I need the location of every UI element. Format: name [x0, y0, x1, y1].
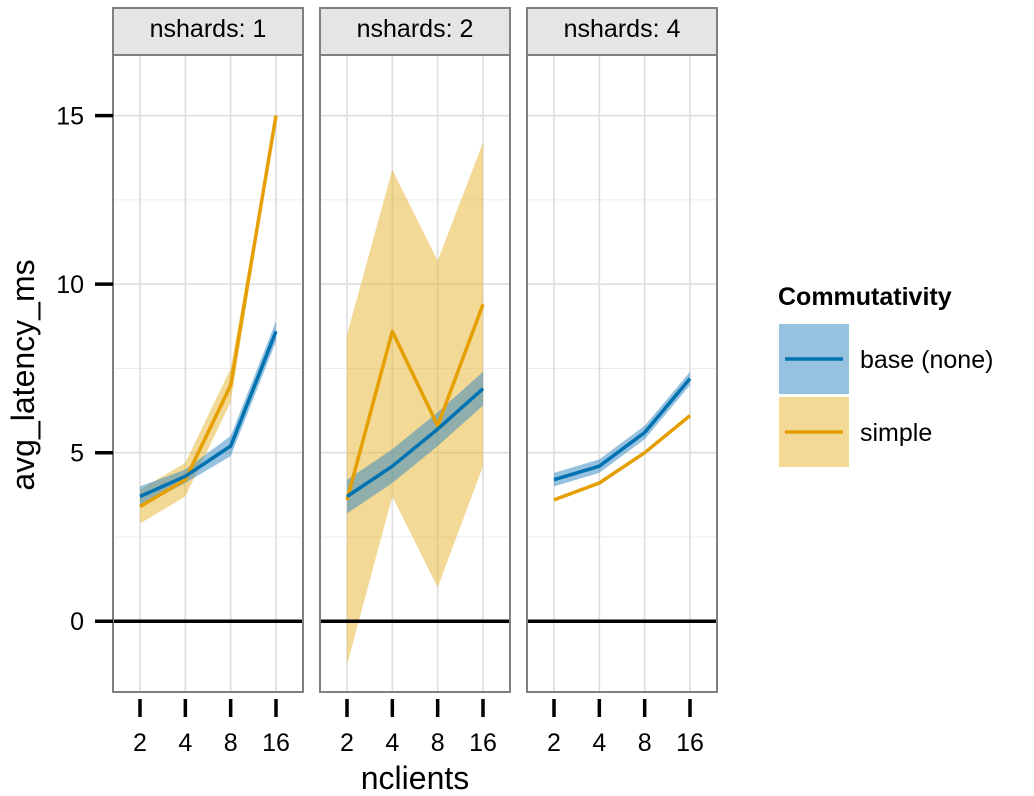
- x-tick-label: 16: [469, 729, 497, 757]
- panel-plot-area: [320, 55, 510, 692]
- facet-strip-label: nshards: 1: [150, 15, 267, 43]
- x-tick-label: 2: [133, 729, 147, 757]
- x-tick-label: 2: [547, 729, 561, 757]
- facet-strip: [526, 7, 718, 56]
- series-line-base: [553, 377, 692, 482]
- facet-strip-label: nshards: 2: [357, 15, 474, 43]
- legend-label: simple: [860, 419, 932, 447]
- series-line-base: [139, 330, 278, 499]
- panel-border: [526, 54, 718, 693]
- confidence-band-simple: [554, 413, 690, 502]
- x-tick-label: 2: [340, 729, 354, 757]
- y-tick-label: 10: [56, 271, 84, 299]
- y-tick-label: 5: [70, 440, 84, 468]
- x-tick-label: 8: [431, 729, 445, 757]
- legend-label: base (none): [860, 346, 993, 374]
- series-line-base: [346, 387, 485, 498]
- confidence-band-base: [140, 321, 276, 507]
- y-tick-label: 15: [56, 103, 84, 131]
- panel-border: [112, 54, 304, 693]
- x-tick-label: 4: [178, 729, 192, 757]
- confidence-band-simple: [347, 142, 483, 666]
- x-tick-label: 16: [676, 729, 704, 757]
- series-line-simple: [139, 115, 278, 509]
- x-tick-label: 16: [262, 729, 290, 757]
- facet-strip: [112, 7, 304, 56]
- legend-key-simple: simple: [778, 396, 932, 468]
- x-tick-label: 4: [385, 729, 399, 757]
- series-line-simple: [345, 303, 485, 501]
- panel-plot-area: [113, 55, 303, 692]
- legend-key-base: base (none): [778, 323, 993, 395]
- legend: Commutativity base (none) simple: [778, 283, 993, 468]
- series-line-simple: [553, 414, 692, 502]
- x-tick-label: 8: [224, 729, 238, 757]
- panel-3: nshards: 4 2 4 8 16: [526, 7, 718, 757]
- y-axis-title: avg_latency_ms: [5, 259, 41, 490]
- confidence-band-base: [347, 371, 483, 514]
- y-tick-label: 0: [70, 608, 84, 636]
- panel-plot-area: [527, 55, 717, 692]
- panel-1: nshards: 1 2 4 8 16: [112, 7, 304, 757]
- x-tick-label: 8: [638, 729, 652, 757]
- x-tick-label: 4: [592, 729, 606, 757]
- legend-title: Commutativity: [778, 283, 952, 311]
- x-axis-title: nclients: [361, 760, 470, 796]
- panel-2: nshards: 2 2 4 8 16: [319, 7, 511, 757]
- facet-strip: [319, 7, 511, 56]
- panel-border: [319, 54, 511, 693]
- facet-strip-label: nshards: 4: [564, 15, 681, 43]
